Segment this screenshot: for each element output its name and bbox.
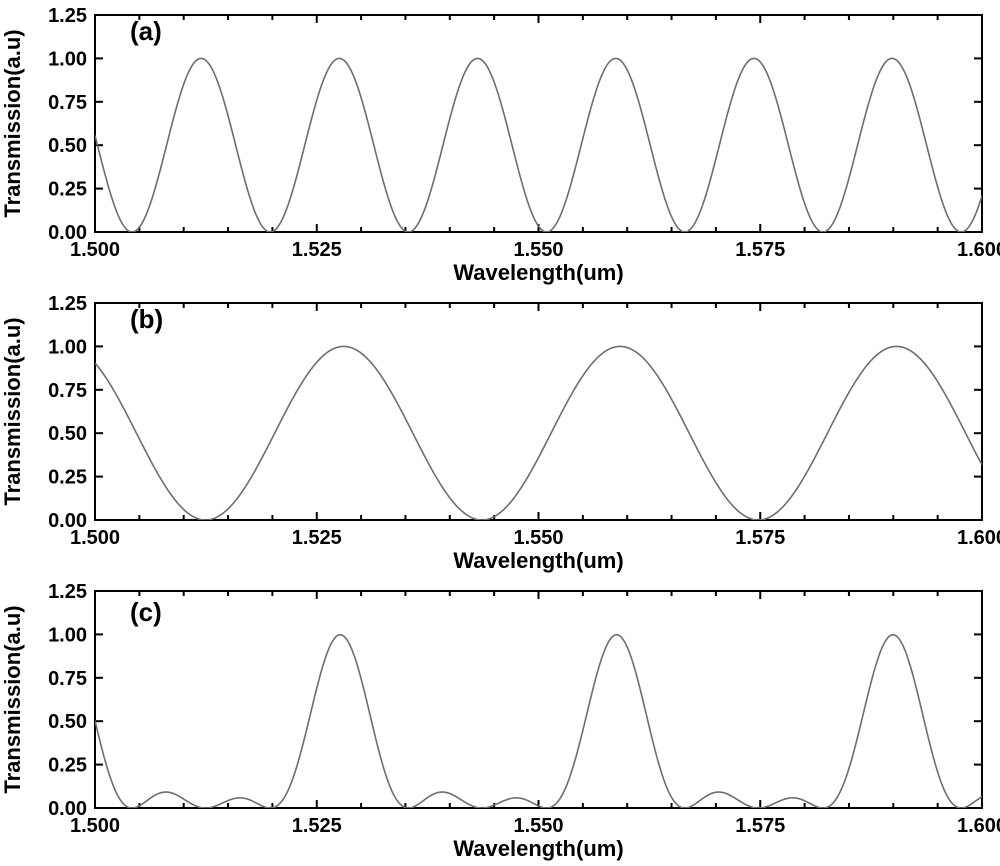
curve-b bbox=[95, 346, 982, 520]
x-axis-title: Wavelength(um) bbox=[453, 836, 623, 861]
plot-frame bbox=[95, 15, 982, 232]
x-tick-label: 1.575 bbox=[735, 527, 785, 549]
y-tick-label: 0.75 bbox=[48, 92, 87, 114]
y-axis-title: Transmission(a.u) bbox=[0, 317, 25, 505]
x-axis-title: Wavelength(um) bbox=[453, 260, 623, 285]
y-tick-label: 0.00 bbox=[48, 798, 87, 820]
y-tick-label: 0.25 bbox=[48, 755, 87, 777]
x-tick-label: 1.600 bbox=[957, 815, 1000, 837]
x-tick-label: 1.600 bbox=[957, 527, 1000, 549]
x-tick-label: 1.525 bbox=[292, 815, 342, 837]
chart-panel-c: 1.5001.5251.5501.5751.600Wavelength(um)0… bbox=[0, 576, 1000, 866]
panel-label: (b) bbox=[130, 304, 163, 334]
plot-frame bbox=[95, 591, 982, 808]
x-tick-label: 1.575 bbox=[735, 815, 785, 837]
y-axis-title: Transmission(a.u) bbox=[0, 29, 25, 217]
y-tick-label: 0.50 bbox=[48, 711, 87, 733]
y-tick-label: 0.00 bbox=[48, 510, 87, 532]
y-tick-label: 1.00 bbox=[48, 48, 87, 70]
x-tick-label: 1.550 bbox=[513, 239, 563, 261]
x-tick-label: 1.600 bbox=[957, 239, 1000, 261]
y-tick-label: 0.75 bbox=[48, 668, 87, 690]
x-tick-label: 1.550 bbox=[513, 815, 563, 837]
x-tick-label: 1.575 bbox=[735, 239, 785, 261]
y-tick-label: 0.75 bbox=[48, 380, 87, 402]
curve-c bbox=[95, 635, 982, 808]
y-axis-title: Transmission(a.u) bbox=[0, 605, 25, 793]
y-tick-label: 0.25 bbox=[48, 179, 87, 201]
x-axis-title: Wavelength(um) bbox=[453, 548, 623, 573]
y-tick-label: 1.25 bbox=[48, 581, 87, 603]
figure: 1.5001.5251.5501.5751.600Wavelength(um)0… bbox=[0, 0, 1000, 866]
plot-frame bbox=[95, 303, 982, 520]
x-tick-label: 1.525 bbox=[292, 239, 342, 261]
chart-panel-b: 1.5001.5251.5501.5751.600Wavelength(um)0… bbox=[0, 288, 1000, 576]
curve-a bbox=[95, 58, 982, 232]
y-tick-label: 0.50 bbox=[48, 423, 87, 445]
y-tick-label: 1.00 bbox=[48, 336, 87, 358]
x-tick-label: 1.525 bbox=[292, 527, 342, 549]
y-tick-label: 1.25 bbox=[48, 293, 87, 315]
y-tick-label: 1.25 bbox=[48, 5, 87, 27]
x-tick-label: 1.550 bbox=[513, 527, 563, 549]
panel-label: (a) bbox=[130, 16, 162, 46]
y-tick-label: 0.50 bbox=[48, 135, 87, 157]
chart-panel-a: 1.5001.5251.5501.5751.600Wavelength(um)0… bbox=[0, 0, 1000, 288]
panel-label: (c) bbox=[130, 597, 162, 627]
y-tick-label: 0.25 bbox=[48, 467, 87, 489]
y-tick-label: 0.00 bbox=[48, 222, 87, 244]
y-tick-label: 1.00 bbox=[48, 624, 87, 646]
